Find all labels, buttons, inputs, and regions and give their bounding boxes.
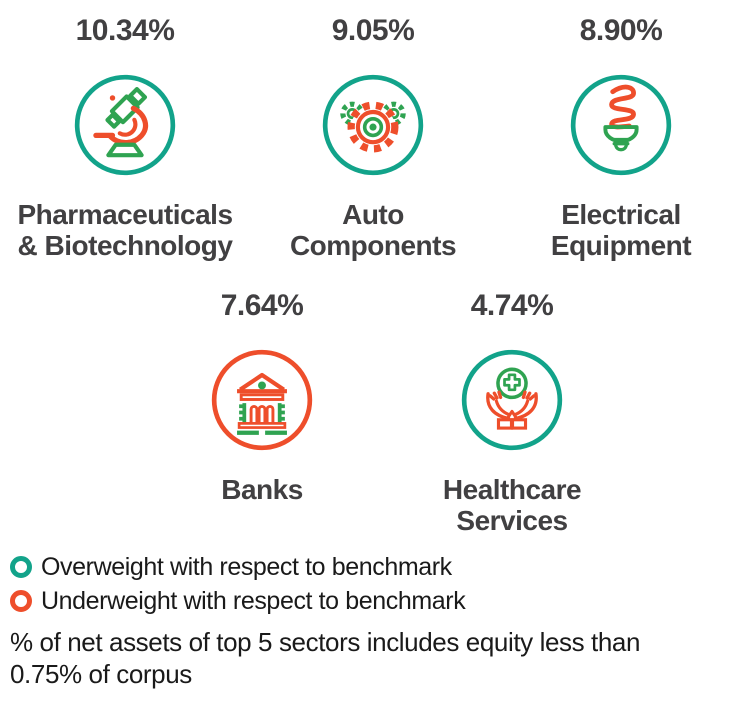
sector-name: Auto Components [289,199,457,261]
sector-card-banks: 7.64% Banks [137,281,387,536]
underweight-ring-icon [10,590,32,612]
sector-row-1: 10.34% Pharmaceuticals [0,6,746,261]
sector-percentage: 7.64% [220,289,304,322]
sector-name-line2: Equipment [550,230,692,261]
cfl-bulb-icon [569,73,673,177]
sector-name-line1: Auto [342,199,404,230]
sector-name-line2: & Biotechnology [17,230,233,261]
sector-name: Pharmaceuticals & Biotechnology [17,199,233,261]
sector-card-auto: 9.05% Auto Components [249,6,497,261]
sector-name-line1: Banks [221,474,303,505]
footnote-line1: % of net assets of top 5 sectors include… [10,627,641,657]
gears-icon [321,73,425,177]
sector-card-healthcare: 4.74% Healthcare Services [387,281,637,536]
sector-percentage: 8.90% [579,14,663,47]
sector-percentage: 10.34% [75,14,175,47]
footnote: % of net assets of top 5 sectors include… [10,626,746,690]
legend-item-overweight: Overweight with respect to benchmark [10,550,746,584]
sector-name: Healthcare Services [442,474,582,536]
sector-name-line1: Healthcare [442,474,582,505]
legend: Overweight with respect to benchmark Und… [10,550,746,618]
overweight-ring-icon [10,556,32,578]
sector-percentage: 4.74% [470,289,554,322]
legend-item-underweight: Underweight with respect to benchmark [10,584,746,618]
sector-name-line1: Pharmaceuticals [17,199,233,230]
sector-card-electrical: 8.90% Electrical Equipment [497,6,745,261]
microscope-icon [73,73,177,177]
footnote-line2: 0.75% of corpus [10,659,192,689]
sector-name-line1: Electrical [561,199,681,230]
sector-name: Electrical Equipment [550,199,692,261]
sector-name: Banks [221,474,303,505]
sector-card-pharma: 10.34% Pharmaceuticals [1,6,249,261]
legend-label: Overweight with respect to benchmark [41,552,452,581]
bank-icon [210,348,314,452]
sector-row-2: 7.64% Banks [14,281,746,536]
sector-percentage: 9.05% [331,14,415,47]
sector-name-line2: Components [289,230,457,261]
legend-label: Underweight with respect to benchmark [41,586,466,615]
sector-name-line2: Services [456,505,568,536]
healthcare-hands-icon [460,348,564,452]
